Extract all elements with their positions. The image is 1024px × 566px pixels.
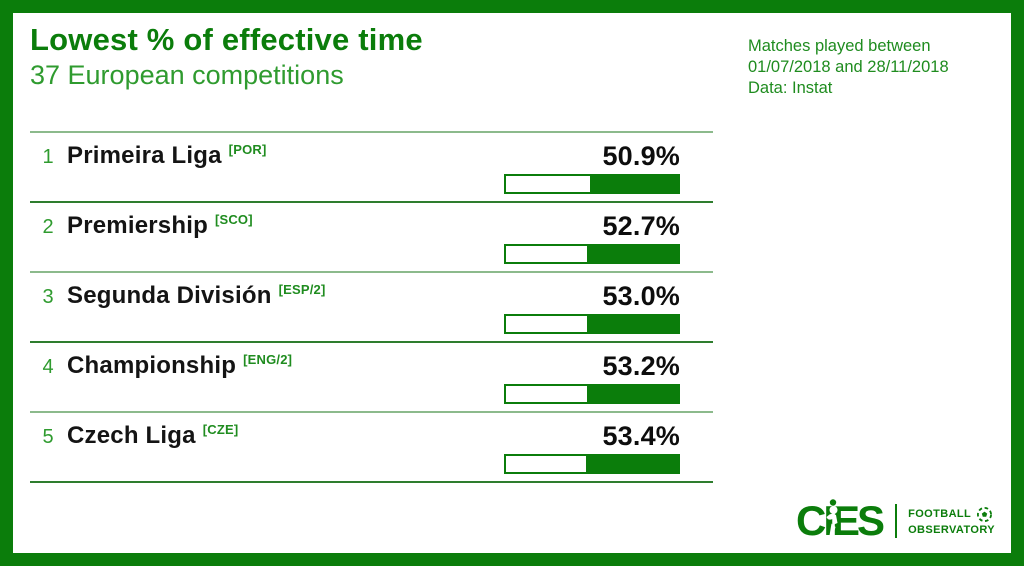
league-cell: 2 Premiership [SCO] — [42, 212, 253, 240]
page-subtitle: 37 European competitions — [30, 60, 344, 90]
progress-bar — [504, 314, 680, 334]
value-cell: 52.7% — [504, 212, 680, 264]
page-title: Lowest % of effective time — [30, 22, 423, 57]
table-row: 3 Segunda División [ESP/2] 53.0% — [30, 273, 713, 341]
ranking-table: 1 Primeira Liga [POR] 50.9% 2 Premiershi… — [30, 131, 713, 483]
value-label: 52.7% — [602, 211, 680, 241]
header: Lowest % of effective time 37 European c… — [30, 23, 423, 91]
cies-logo-text: CIES — [796, 498, 884, 544]
football-ball-icon — [977, 506, 993, 522]
country-tag: [SCO] — [214, 212, 253, 227]
row-divider — [30, 481, 713, 483]
value-label: 53.2% — [602, 351, 680, 381]
progress-bar-fill — [586, 316, 678, 332]
league-cell: 4 Championship [ENG/2] — [42, 352, 292, 380]
row-divider — [30, 201, 713, 203]
progress-bar — [504, 454, 680, 474]
rank-number: 3 — [42, 286, 54, 308]
meta-info: Matches played between 01/07/2018 and 28… — [748, 36, 1000, 99]
rank-number: 1 — [42, 146, 54, 168]
value-cell: 50.9% — [504, 142, 680, 194]
row-divider — [30, 131, 713, 133]
league-name: Premiership — [67, 212, 208, 239]
progress-bar-fill — [586, 456, 678, 472]
table-row: 4 Championship [ENG/2] 53.2% — [30, 343, 713, 411]
value-label: 50.9% — [602, 141, 680, 171]
progress-bar-fill — [587, 246, 678, 262]
rank-number: 5 — [42, 426, 54, 448]
table-row: 1 Primeira Liga [POR] 50.9% — [30, 133, 713, 201]
league-name: Primeira Liga — [67, 142, 222, 169]
row-divider — [30, 411, 713, 413]
meta-info-line: 01/07/2018 and 28/11/2018 — [748, 58, 949, 76]
table-row: 2 Premiership [SCO] 52.7% — [30, 203, 713, 271]
progress-bar-fill — [586, 386, 678, 402]
league-cell: 3 Segunda División [ESP/2] — [42, 282, 326, 310]
league-name: Championship — [67, 352, 237, 379]
country-tag: [CZE] — [202, 422, 239, 437]
league-cell: 5 Czech Liga [CZE] — [42, 422, 238, 450]
league-name: Czech Liga — [67, 422, 196, 449]
country-tag: [ENG/2] — [243, 352, 293, 367]
progress-bar — [504, 244, 680, 264]
progress-bar — [504, 174, 680, 194]
value-label: 53.0% — [602, 281, 680, 311]
value-label: 53.4% — [602, 421, 680, 451]
progress-bar-fill — [590, 176, 678, 192]
league-cell: 1 Primeira Liga [POR] — [42, 142, 267, 170]
cies-logo: CIES FOOTBALL OBSERVATORY — [796, 498, 995, 544]
value-cell: 53.0% — [504, 282, 680, 334]
value-cell: 53.4% — [504, 422, 680, 474]
row-divider — [30, 341, 713, 343]
cies-wordmark: CIES — [796, 498, 884, 544]
value-cell: 53.2% — [504, 352, 680, 404]
meta-info-line: Matches played between — [748, 37, 931, 55]
league-name: Segunda División — [67, 282, 272, 309]
country-tag: [ESP/2] — [278, 282, 326, 297]
rank-number: 4 — [42, 356, 54, 378]
row-divider — [30, 271, 713, 273]
meta-info-line: Data: Instat — [748, 79, 833, 97]
rank-number: 2 — [42, 216, 54, 238]
football-player-icon — [826, 499, 838, 536]
progress-bar — [504, 384, 680, 404]
logo-divider — [895, 504, 898, 538]
country-tag: [POR] — [228, 142, 267, 157]
logo-caption-line2: OBSERVATORY — [908, 523, 995, 536]
logo-caption-line1: FOOTBALL — [908, 508, 972, 520]
table-row: 5 Czech Liga [CZE] 53.4% — [30, 413, 713, 481]
logo-caption: FOOTBALL OBSERVATORY — [908, 506, 995, 537]
